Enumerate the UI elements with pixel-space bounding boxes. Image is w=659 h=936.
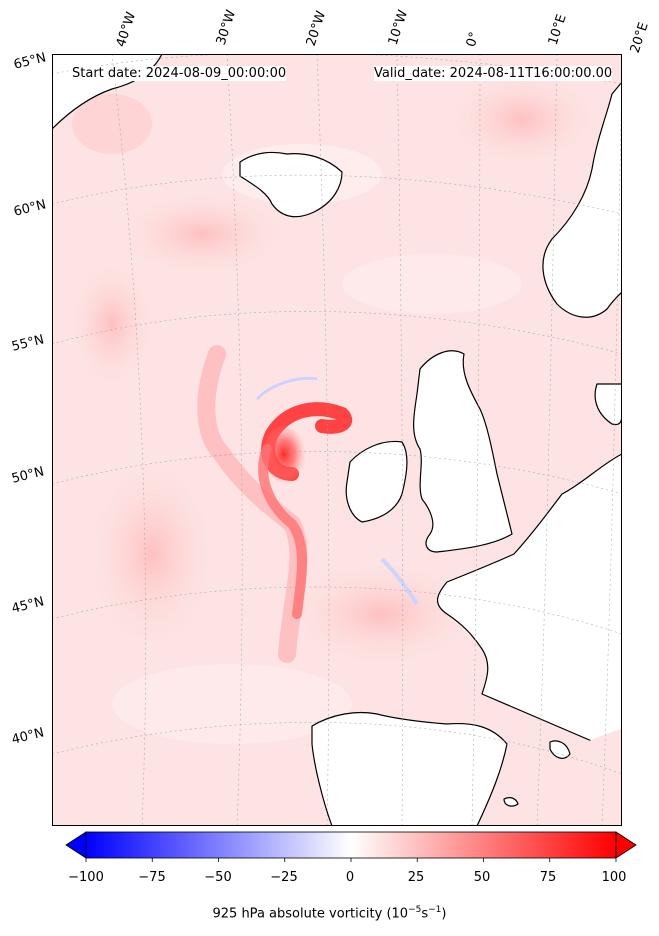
great-britain	[413, 350, 513, 553]
iberia	[311, 711, 508, 826]
iceland	[239, 151, 343, 218]
lat-label-50n: 50°N	[10, 464, 46, 487]
valid-date-label: Valid_date: 2024-08-11T16:00:00.00	[374, 66, 613, 81]
ireland	[345, 440, 408, 523]
lat-label-60n: 60°N	[12, 197, 48, 220]
colorbar-tick: 75	[539, 870, 557, 885]
lon-label-30w: 30°W	[213, 8, 240, 47]
lon-label-40w: 40°W	[113, 10, 140, 49]
lon-label-20w: 20°W	[303, 9, 330, 48]
colorbar-low-extend	[65, 831, 87, 859]
lat-label-40n: 40°N	[10, 725, 46, 748]
colorbar-tick: 100	[601, 870, 627, 885]
colorbar-tick: 25	[407, 870, 425, 885]
colorbar-tick: −25	[270, 870, 298, 885]
colorbar-label: 925 hPa absolute vorticity (10−5s−1)	[0, 905, 659, 921]
colorbar	[65, 831, 637, 862]
lon-label-10w: 10°W	[385, 8, 412, 47]
colorbar-tick: −50	[204, 870, 232, 885]
start-date-label: Start date: 2024-08-09_00:00:00	[72, 66, 287, 81]
lat-label-55n: 55°N	[10, 332, 46, 355]
lon-label-10e: 10°E	[545, 12, 570, 48]
continental-europe	[437, 453, 622, 755]
lat-label-45n: 45°N	[10, 594, 46, 617]
colorbar-label-main: 925 hPa absolute vorticity (10	[212, 906, 409, 922]
cyclone-vortex	[197, 345, 419, 720]
lon-label-0: 0°	[463, 30, 483, 49]
lat-label-65n: 65°N	[12, 50, 48, 73]
colorbar-tick: 50	[473, 870, 491, 885]
colorbar-label-exp1: −5	[408, 905, 422, 915]
colorbar-bar	[85, 831, 617, 859]
colorbar-label-exp2: −1	[428, 905, 442, 915]
colorbar-tick: −100	[68, 870, 104, 885]
lon-label-20e: 20°E	[627, 20, 652, 55]
colorbar-label-end: )	[441, 906, 447, 922]
colorbar-tick: −75	[138, 870, 166, 885]
colorbar-label-mid: s	[421, 906, 429, 922]
scandinavia	[542, 81, 622, 318]
colorbar-high-extend	[615, 831, 637, 859]
colorbar-tick: 0	[345, 870, 355, 885]
vorticity-map	[52, 54, 622, 826]
